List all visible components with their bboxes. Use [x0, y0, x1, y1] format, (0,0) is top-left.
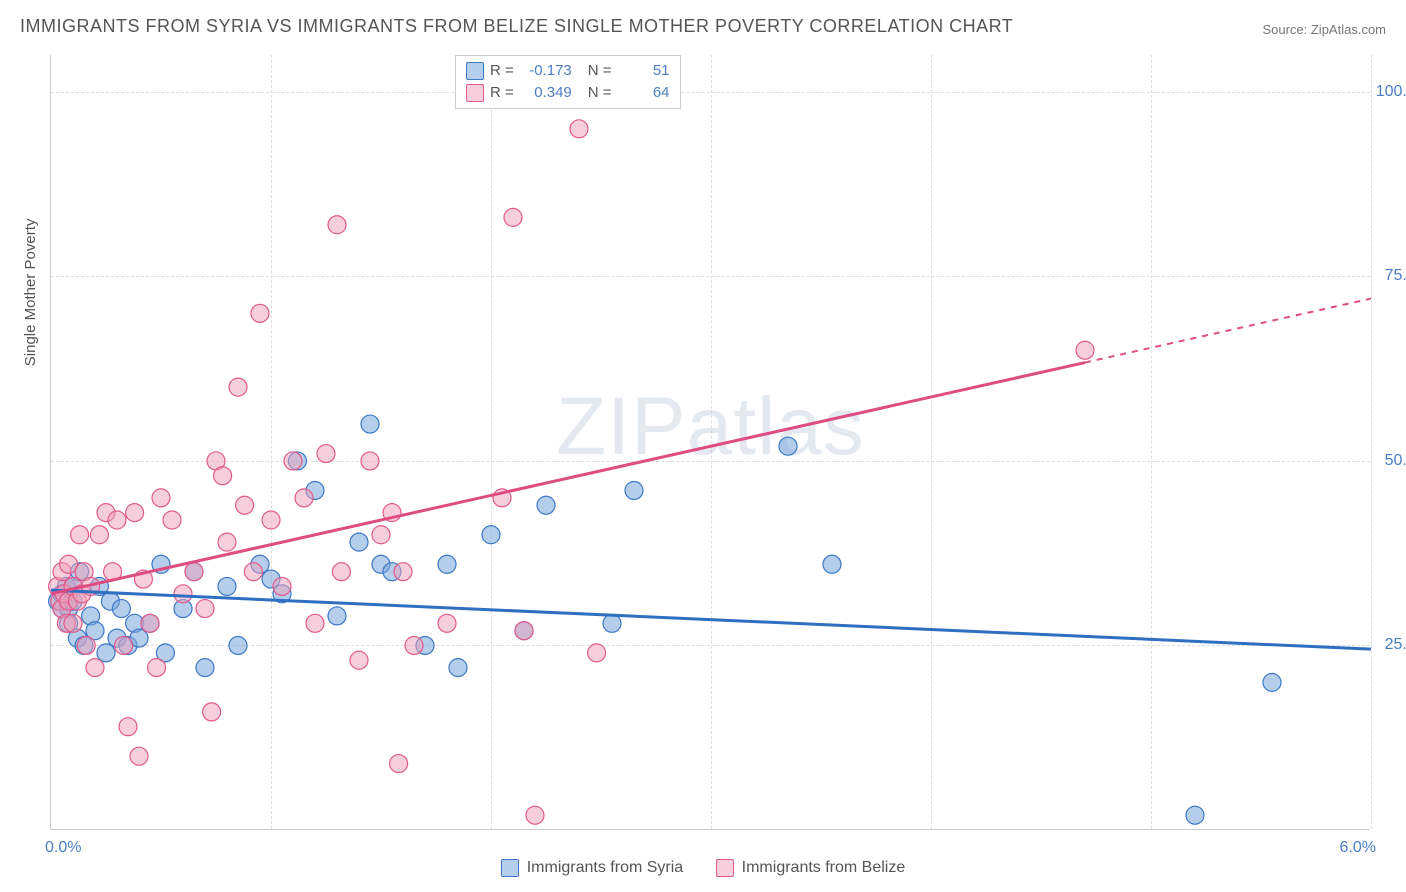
data-point	[163, 511, 181, 529]
legend-label: Immigrants from Belize	[742, 859, 906, 877]
data-point	[438, 614, 456, 632]
data-point	[1186, 806, 1204, 824]
data-point	[126, 504, 144, 522]
r-label: R =	[490, 82, 514, 104]
data-point	[196, 600, 214, 618]
data-point	[90, 526, 108, 544]
swatch-syria	[466, 62, 484, 80]
y-tick-label: 25.0%	[1385, 636, 1406, 654]
data-point	[438, 555, 456, 573]
series-legend: Immigrants from Syria Immigrants from Be…	[0, 859, 1406, 882]
data-point	[328, 216, 346, 234]
data-point	[295, 489, 313, 507]
data-point	[350, 651, 368, 669]
data-point	[372, 526, 390, 544]
data-point	[174, 585, 192, 603]
x-tick-label-left: 0.0%	[45, 839, 81, 857]
stats-legend: R = -0.173 N = 51 R = 0.349 N = 64	[455, 55, 681, 109]
trend-line	[51, 363, 1085, 594]
data-point	[218, 533, 236, 551]
data-point	[504, 208, 522, 226]
x-tick-label-right: 6.0%	[1340, 839, 1376, 857]
data-point	[449, 659, 467, 677]
y-tick-label: 100.0%	[1376, 83, 1406, 101]
n-label: N =	[588, 60, 612, 82]
r-value-syria: -0.173	[520, 60, 572, 82]
data-point	[71, 526, 89, 544]
r-value-belize: 0.349	[520, 82, 572, 104]
data-point	[823, 555, 841, 573]
y-axis-title: Single Mother Poverty	[22, 219, 39, 367]
data-point	[317, 445, 335, 463]
data-point	[108, 511, 126, 529]
data-point	[1263, 673, 1281, 691]
data-point	[537, 496, 555, 514]
data-point	[152, 489, 170, 507]
data-point	[97, 644, 115, 662]
gridline-v	[1371, 55, 1372, 829]
data-point	[526, 806, 544, 824]
data-point	[229, 378, 247, 396]
r-label: R =	[490, 60, 514, 82]
data-point	[625, 481, 643, 499]
data-point	[64, 614, 82, 632]
data-point	[203, 703, 221, 721]
trend-line	[51, 590, 1371, 649]
data-point	[244, 563, 262, 581]
data-point	[112, 600, 130, 618]
stats-row-syria: R = -0.173 N = 51	[466, 60, 670, 82]
data-point	[141, 614, 159, 632]
chart-svg	[51, 55, 1370, 829]
chart-title: IMMIGRANTS FROM SYRIA VS IMMIGRANTS FROM…	[20, 16, 1013, 37]
legend-item-syria: Immigrants from Syria	[501, 859, 683, 877]
n-value-syria: 51	[618, 60, 670, 82]
data-point	[306, 614, 324, 632]
data-point	[218, 577, 236, 595]
data-point	[328, 607, 346, 625]
source-label: Source: ZipAtlas.com	[1262, 22, 1386, 37]
swatch-belize	[716, 859, 734, 877]
data-point	[229, 636, 247, 654]
data-point	[77, 636, 95, 654]
data-point	[196, 659, 214, 677]
data-point	[603, 614, 621, 632]
data-point	[332, 563, 350, 581]
plot-area: ZIPatlas 25.0%50.0%75.0%100.0%0.0%6.0%	[50, 55, 1370, 830]
n-value-belize: 64	[618, 82, 670, 104]
data-point	[515, 622, 533, 640]
data-point	[405, 636, 423, 654]
data-point	[570, 120, 588, 138]
swatch-syria	[501, 859, 519, 877]
data-point	[185, 563, 203, 581]
data-point	[284, 452, 302, 470]
data-point	[390, 755, 408, 773]
data-point	[236, 496, 254, 514]
swatch-belize	[466, 84, 484, 102]
n-label: N =	[588, 82, 612, 104]
data-point	[779, 437, 797, 455]
data-point	[361, 415, 379, 433]
data-point	[119, 718, 137, 736]
data-point	[588, 644, 606, 662]
y-tick-label: 50.0%	[1385, 452, 1406, 470]
data-point	[482, 526, 500, 544]
data-point	[115, 636, 133, 654]
stats-row-belize: R = 0.349 N = 64	[466, 82, 670, 104]
legend-label: Immigrants from Syria	[527, 859, 683, 877]
data-point	[251, 304, 269, 322]
legend-item-belize: Immigrants from Belize	[716, 859, 906, 877]
data-point	[361, 452, 379, 470]
data-point	[148, 659, 166, 677]
data-point	[262, 511, 280, 529]
data-point	[273, 577, 291, 595]
data-point	[214, 467, 232, 485]
data-point	[394, 563, 412, 581]
data-point	[130, 747, 148, 765]
data-point	[350, 533, 368, 551]
trend-line-extrapolated	[1085, 299, 1371, 363]
data-point	[86, 659, 104, 677]
y-tick-label: 75.0%	[1385, 267, 1406, 285]
data-point	[1076, 341, 1094, 359]
